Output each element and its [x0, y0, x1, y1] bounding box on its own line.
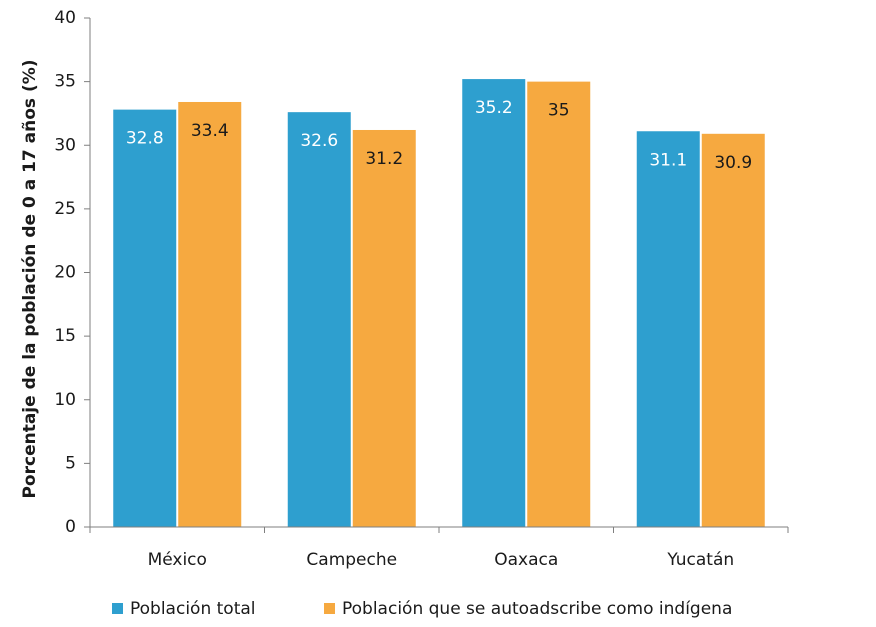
- legend-swatch: [324, 603, 335, 614]
- x-category-label: México: [148, 550, 207, 570]
- y-tick-label: 40: [54, 8, 76, 28]
- legend-label: Población total: [130, 599, 256, 619]
- legend-swatch: [112, 603, 123, 614]
- y-tick-label: 30: [54, 135, 76, 155]
- bar-series-2: [178, 101, 242, 528]
- y-axis-ticks: 0 5 10 15 20 25 30 35 40: [54, 8, 90, 537]
- data-label: 31.2: [365, 149, 403, 169]
- legend: Población total Población que se autoadsc…: [112, 599, 732, 619]
- bars: [113, 79, 765, 528]
- y-tick-label: 15: [54, 326, 76, 346]
- bar-series-1: [462, 79, 526, 527]
- axes: [89, 18, 789, 533]
- bar-series-2: [527, 81, 591, 527]
- data-label: 35: [548, 101, 570, 121]
- data-label: 31.1: [649, 150, 687, 170]
- data-label: 32.6: [300, 131, 338, 151]
- y-tick-label: 25: [54, 199, 76, 219]
- y-axis-label: Porcentaje de la población de 0 a 17 año…: [20, 59, 40, 498]
- data-label: 30.9: [714, 153, 752, 173]
- data-labels: 32.8 33.4 32.6 31.2 35.2 35 31.1 30.9: [126, 98, 752, 173]
- y-tick-label: 0: [65, 517, 76, 537]
- x-category-label: Yucatán: [666, 550, 734, 570]
- y-tick-label: 20: [54, 263, 76, 283]
- x-category-label: Campeche: [306, 550, 397, 570]
- data-label: 32.8: [126, 129, 164, 149]
- x-axis-categories: México Campeche Oaxaca Yucatán: [148, 550, 735, 570]
- bar-series-1: [113, 109, 177, 528]
- bar-series-1: [636, 131, 700, 527]
- y-tick-label: 5: [65, 453, 76, 473]
- bar-series-1: [287, 112, 351, 527]
- x-category-label: Oaxaca: [494, 550, 558, 570]
- y-tick-label: 35: [54, 72, 76, 92]
- bar-series-2: [701, 133, 765, 528]
- bar-series-2: [352, 129, 416, 528]
- data-label: 33.4: [191, 121, 229, 141]
- legend-label: Población que se autoadscribe como indíg…: [342, 599, 732, 619]
- y-tick-label: 10: [54, 390, 76, 410]
- data-label: 35.2: [475, 98, 513, 118]
